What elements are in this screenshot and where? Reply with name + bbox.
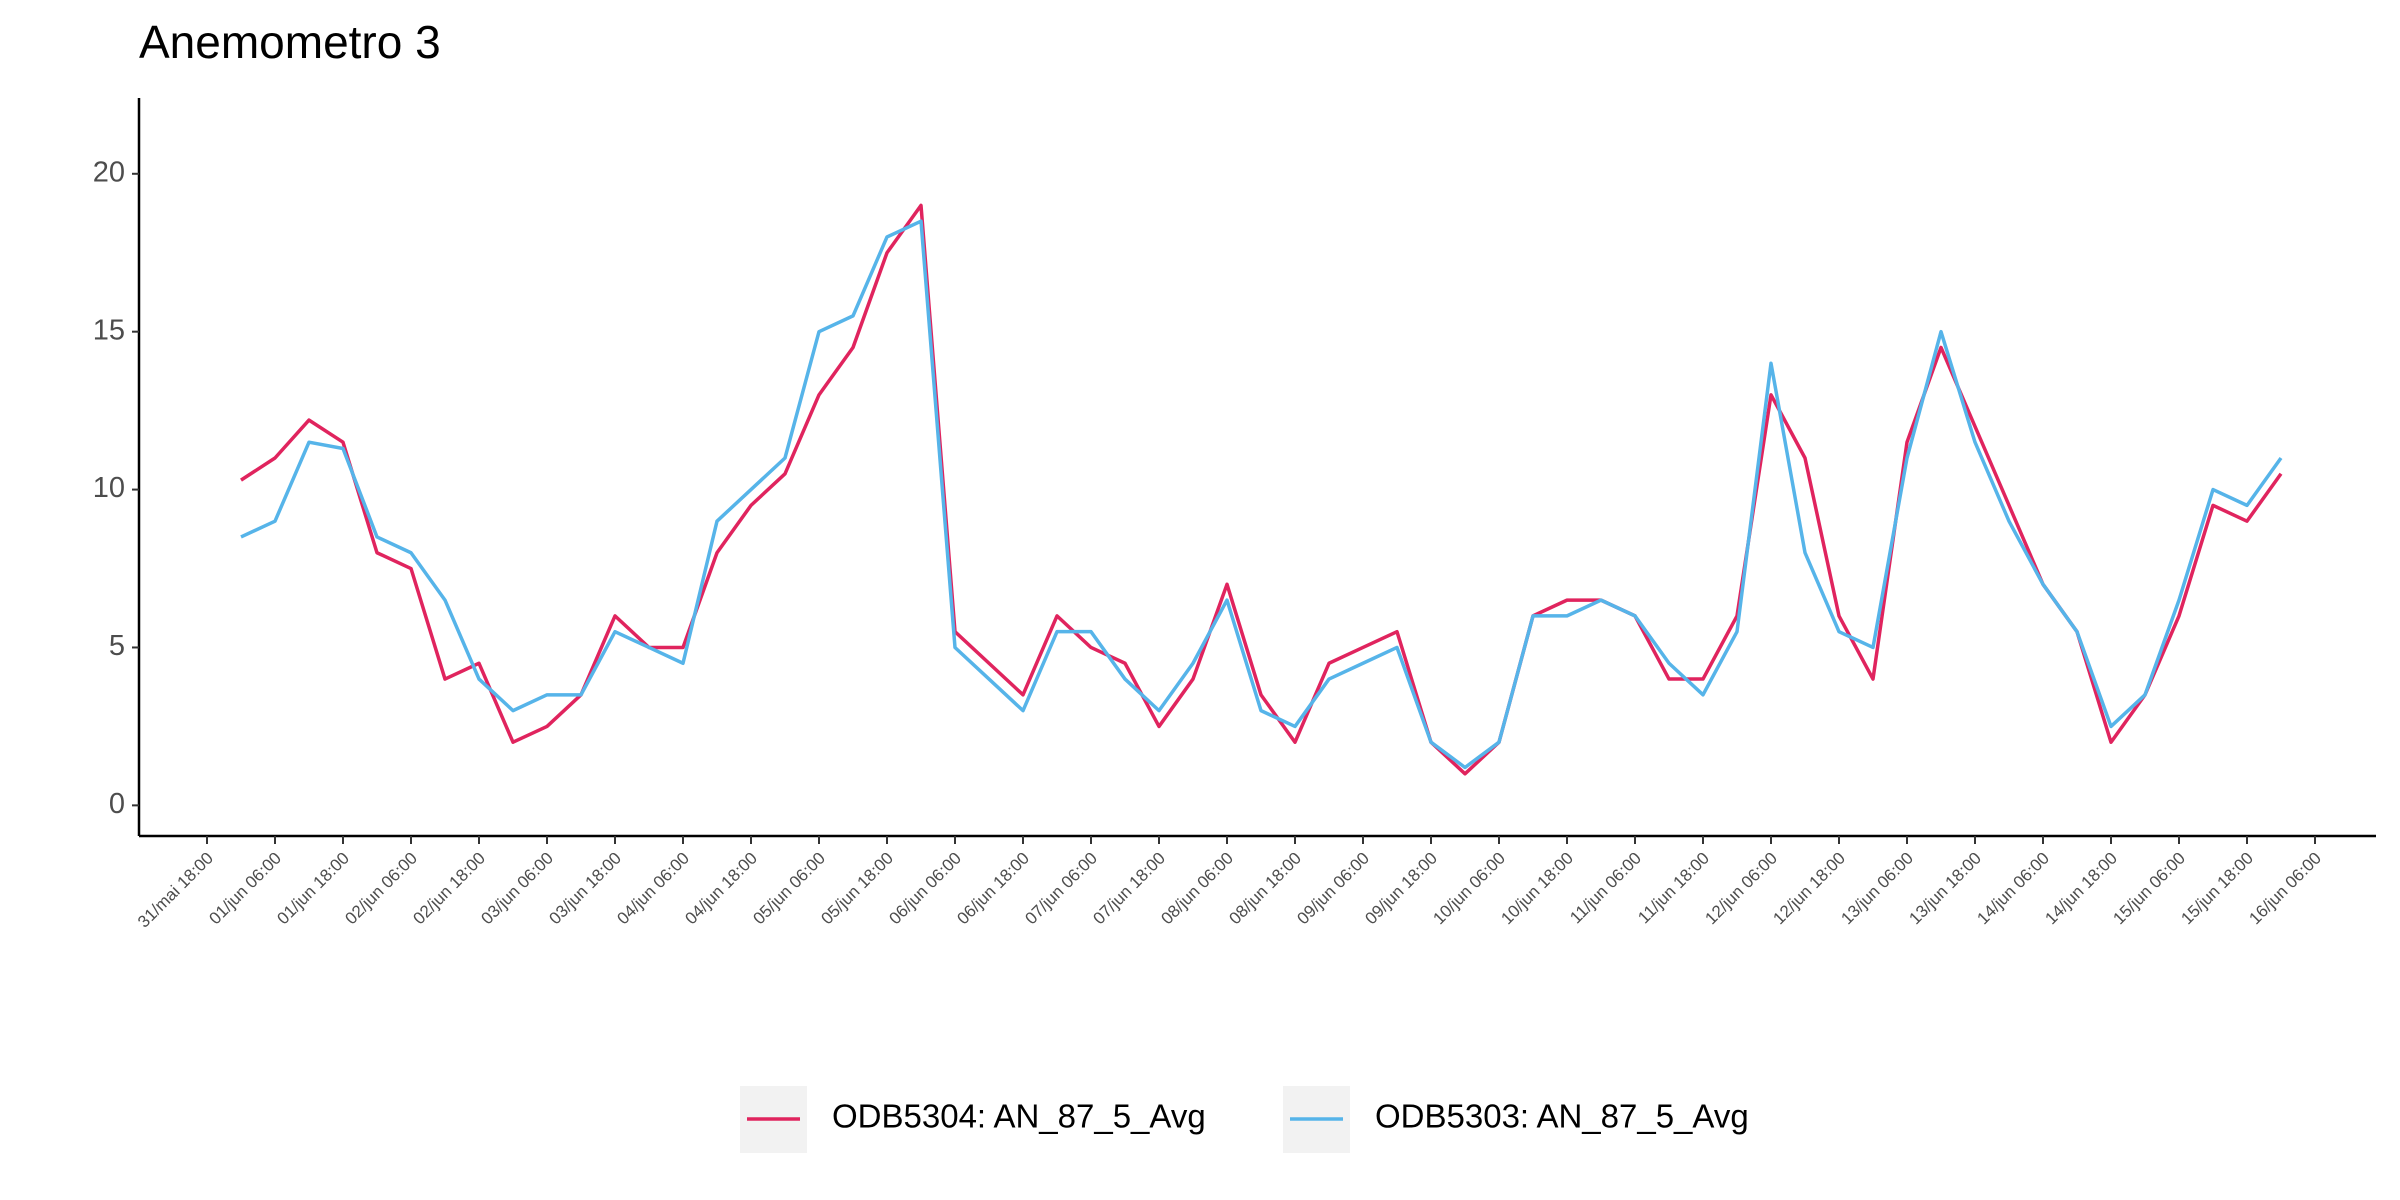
x-tick-label: 01/jun 06:00 xyxy=(205,849,285,929)
y-tick-label: 15 xyxy=(93,314,125,346)
x-tick-label: 05/jun 18:00 xyxy=(817,849,897,929)
x-tick-label: 16/jun 06:00 xyxy=(2245,849,2325,929)
chart-title: Anemometro 3 xyxy=(139,16,441,68)
series-line xyxy=(240,203,2283,776)
x-tick-label: 02/jun 18:00 xyxy=(409,849,489,929)
x-tick-label: 15/jun 18:00 xyxy=(2177,849,2257,929)
x-tick-label: 04/jun 18:00 xyxy=(681,849,761,929)
y-tick-label: 5 xyxy=(109,630,125,662)
x-tick-label: 11/jun 06:00 xyxy=(1566,849,1645,928)
x-tick-label: 09/jun 06:00 xyxy=(1293,849,1373,929)
x-tick-label: 14/jun 18:00 xyxy=(2041,849,2121,929)
x-tick-label: 10/jun 06:00 xyxy=(1429,849,1509,929)
y-tick-label: 20 xyxy=(93,156,125,188)
x-tick-label: 07/jun 18:00 xyxy=(1089,849,1169,929)
x-tick-label: 12/jun 06:00 xyxy=(1701,849,1781,929)
x-tick-label: 13/jun 06:00 xyxy=(1837,849,1917,929)
x-tick-label: 06/jun 06:00 xyxy=(885,849,965,929)
legend-label: ODB5303: AN_87_5_Avg xyxy=(1375,1098,1749,1135)
x-tick-label: 03/jun 18:00 xyxy=(545,849,625,929)
x-tick-label: 14/jun 06:00 xyxy=(1973,849,2053,929)
y-tick-label: 0 xyxy=(109,788,125,820)
y-tick-label: 10 xyxy=(93,472,125,504)
legend-label: ODB5304: AN_87_5_Avg xyxy=(832,1098,1206,1135)
x-tick-label: 13/jun 18:00 xyxy=(1905,849,1985,929)
x-tick-label: 03/jun 06:00 xyxy=(477,849,557,929)
series-line xyxy=(240,219,2283,770)
x-tick-label: 04/jun 06:00 xyxy=(613,849,693,929)
x-tick-label: 12/jun 18:00 xyxy=(1769,849,1849,929)
x-tick-label: 15/jun 06:00 xyxy=(2109,849,2189,929)
x-tick-label: 02/jun 06:00 xyxy=(341,849,421,929)
x-tick-label: 07/jun 06:00 xyxy=(1021,849,1101,929)
x-tick-label: 08/jun 06:00 xyxy=(1157,849,1237,929)
x-tick-label: 05/jun 06:00 xyxy=(749,849,829,929)
x-tick-label: 06/jun 18:00 xyxy=(953,849,1033,929)
x-tick-label: 10/jun 18:00 xyxy=(1497,849,1577,929)
x-tick-label: 09/jun 18:00 xyxy=(1361,849,1441,929)
x-tick-label: 01/jun 18:00 xyxy=(273,849,353,929)
x-tick-label: 31/mai 18:00 xyxy=(134,849,217,932)
x-tick-label: 08/jun 18:00 xyxy=(1225,849,1305,929)
